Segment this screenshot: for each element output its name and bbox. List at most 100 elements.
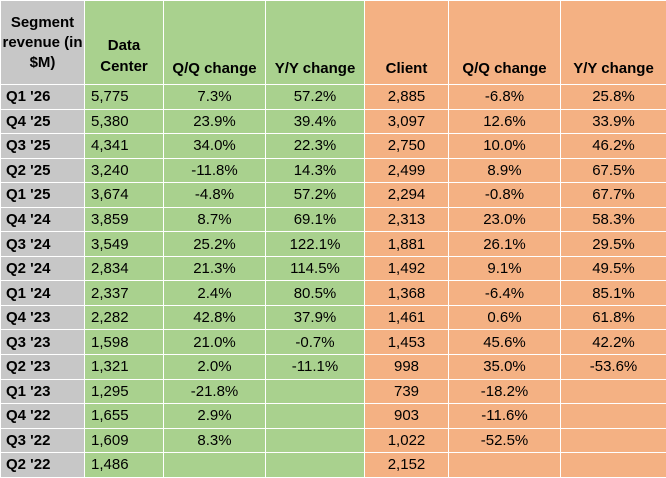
client-yy-cell: 61.8% — [561, 305, 666, 330]
dc-qq-cell: -21.8% — [164, 379, 266, 404]
client-revenue-cell: 1,461 — [365, 305, 449, 330]
client-revenue-cell: 2,313 — [365, 207, 449, 232]
dc-revenue-cell: 2,834 — [85, 256, 164, 281]
dc-qq-cell: 21.0% — [164, 330, 266, 355]
dc-qq-cell: 25.2% — [164, 232, 266, 257]
quarter-label: Q1 '26 — [1, 85, 85, 110]
dc-qq-cell: 7.3% — [164, 85, 266, 110]
client-yy-cell: 67.5% — [561, 158, 666, 183]
header-row: Segment revenue (in $M) Data Center Q/Q … — [1, 1, 666, 85]
dc-yy-cell: 37.9% — [266, 305, 365, 330]
dc-yy-cell: 69.1% — [266, 207, 365, 232]
dc-revenue-cell: 5,775 — [85, 85, 164, 110]
dc-qq-cell: 21.3% — [164, 256, 266, 281]
client-revenue-cell: 1,881 — [365, 232, 449, 257]
client-revenue-cell: 1,492 — [365, 256, 449, 281]
client-yy-cell: 29.5% — [561, 232, 666, 257]
quarter-label: Q3 '22 — [1, 428, 85, 453]
dc-yy-cell: 39.4% — [266, 109, 365, 134]
dc-yy-cell: 14.3% — [266, 158, 365, 183]
quarter-label: Q4 '25 — [1, 109, 85, 134]
client-qq-cell: -6.8% — [449, 85, 561, 110]
client-yy-cell — [561, 453, 666, 478]
dc-yy-cell — [266, 379, 365, 404]
dc-revenue-cell: 1,609 — [85, 428, 164, 453]
client-yy-cell: 58.3% — [561, 207, 666, 232]
dc-qq-cell: 23.9% — [164, 109, 266, 134]
dc-revenue-cell: 1,598 — [85, 330, 164, 355]
client-qq-cell: 45.6% — [449, 330, 561, 355]
client-yy-cell: 49.5% — [561, 256, 666, 281]
dc-qq-cell: 2.9% — [164, 404, 266, 429]
quarter-label: Q3 '23 — [1, 330, 85, 355]
dc-revenue-cell: 5,380 — [85, 109, 164, 134]
header-segment-revenue: Segment revenue (in $M) — [1, 1, 85, 85]
client-yy-cell: 33.9% — [561, 109, 666, 134]
client-qq-cell — [449, 453, 561, 478]
dc-qq-cell: 2.0% — [164, 355, 266, 380]
dc-revenue-cell: 3,549 — [85, 232, 164, 257]
quarter-label: Q3 '24 — [1, 232, 85, 257]
client-yy-cell: 25.8% — [561, 85, 666, 110]
header-dc-yy-change: Y/Y change — [266, 1, 365, 85]
header-client: Client — [365, 1, 449, 85]
dc-qq-cell: 42.8% — [164, 305, 266, 330]
client-revenue-cell: 739 — [365, 379, 449, 404]
dc-revenue-cell: 1,321 — [85, 355, 164, 380]
client-qq-cell: -0.8% — [449, 183, 561, 208]
client-revenue-cell: 2,750 — [365, 134, 449, 159]
header-data-center: Data Center — [85, 1, 164, 85]
client-qq-cell: 35.0% — [449, 355, 561, 380]
client-revenue-cell: 998 — [365, 355, 449, 380]
dc-revenue-cell: 2,337 — [85, 281, 164, 306]
dc-revenue-cell: 3,674 — [85, 183, 164, 208]
quarter-label: Q1 '25 — [1, 183, 85, 208]
client-qq-cell: 23.0% — [449, 207, 561, 232]
dc-qq-cell: 8.3% — [164, 428, 266, 453]
client-qq-cell: 0.6% — [449, 305, 561, 330]
quarter-label: Q4 '22 — [1, 404, 85, 429]
dc-qq-cell: -4.8% — [164, 183, 266, 208]
header-dc-qq-change: Q/Q change — [164, 1, 266, 85]
client-yy-cell: 85.1% — [561, 281, 666, 306]
dc-qq-cell: -11.8% — [164, 158, 266, 183]
dc-qq-cell: 2.4% — [164, 281, 266, 306]
client-yy-cell — [561, 404, 666, 429]
client-qq-cell: 26.1% — [449, 232, 561, 257]
header-client-yy-change: Y/Y change — [561, 1, 666, 85]
client-revenue-cell: 1,022 — [365, 428, 449, 453]
client-qq-cell: -6.4% — [449, 281, 561, 306]
quarter-label: Q2 '22 — [1, 453, 85, 478]
quarter-label: Q4 '24 — [1, 207, 85, 232]
quarter-label: Q1 '24 — [1, 281, 85, 306]
client-qq-cell: 8.9% — [449, 158, 561, 183]
client-yy-cell: 46.2% — [561, 134, 666, 159]
quarter-label: Q2 '25 — [1, 158, 85, 183]
quarter-label: Q3 '25 — [1, 134, 85, 159]
client-revenue-cell: 2,294 — [365, 183, 449, 208]
client-qq-cell: 9.1% — [449, 256, 561, 281]
client-yy-cell — [561, 428, 666, 453]
client-yy-cell — [561, 379, 666, 404]
dc-qq-cell: 8.7% — [164, 207, 266, 232]
dc-revenue-cell: 3,240 — [85, 158, 164, 183]
dc-qq-cell: 34.0% — [164, 134, 266, 159]
quarter-label: Q1 '23 — [1, 379, 85, 404]
quarter-label: Q2 '23 — [1, 355, 85, 380]
dc-revenue-cell: 1,295 — [85, 379, 164, 404]
dc-yy-cell: 57.2% — [266, 85, 365, 110]
